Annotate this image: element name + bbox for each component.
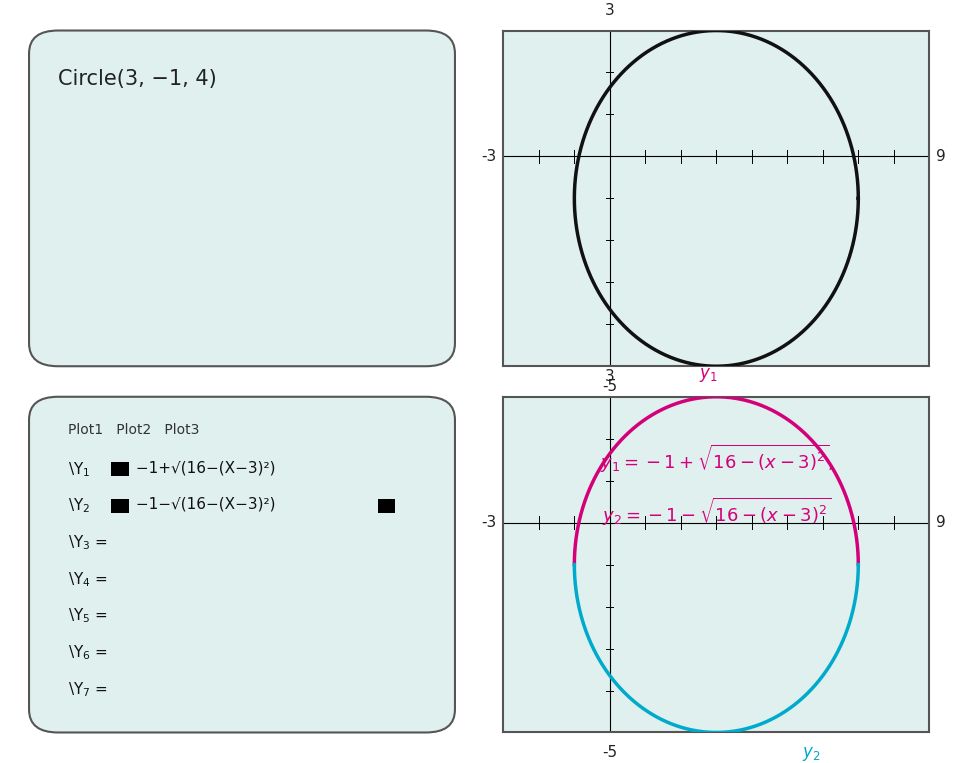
Text: Circle(3, −1, 4): Circle(3, −1, 4) [58, 69, 217, 89]
Text: \Y$_1$: \Y$_1$ [68, 460, 90, 479]
Text: -3: -3 [481, 515, 497, 530]
Text: \Y$_7$ =: \Y$_7$ = [68, 680, 107, 699]
Text: $y_1$: $y_1$ [699, 366, 717, 384]
Text: Plot1   Plot2   Plot3: Plot1 Plot2 Plot3 [68, 423, 199, 437]
Text: 9: 9 [936, 515, 946, 530]
Text: −1−√(16−(X−3)²): −1−√(16−(X−3)²) [131, 497, 275, 512]
Text: 3: 3 [605, 3, 615, 18]
Text: -3: -3 [481, 149, 497, 164]
Text: \Y$_6$ =: \Y$_6$ = [68, 643, 107, 662]
Text: 9: 9 [936, 149, 946, 164]
Text: \Y$_4$ =: \Y$_4$ = [68, 570, 107, 589]
Text: 3: 3 [605, 369, 615, 384]
Text: -5: -5 [602, 378, 618, 394]
Text: $y_2$: $y_2$ [802, 745, 820, 763]
Text: $y_1 = -1 + \sqrt{16-(x-3)^2},$: $y_1 = -1 + \sqrt{16-(x-3)^2},$ [600, 443, 832, 475]
Text: \Y$_2$: \Y$_2$ [68, 497, 90, 516]
Text: $y_2 = -1 - \sqrt{16-(x-3)^2}$: $y_2 = -1 - \sqrt{16-(x-3)^2}$ [602, 496, 831, 528]
Text: \Y$_5$ =: \Y$_5$ = [68, 607, 107, 626]
Text: −1+√(16−(X−3)²): −1+√(16−(X−3)²) [131, 460, 275, 475]
Text: \Y$_3$ =: \Y$_3$ = [68, 533, 107, 552]
Text: -5: -5 [602, 745, 618, 760]
